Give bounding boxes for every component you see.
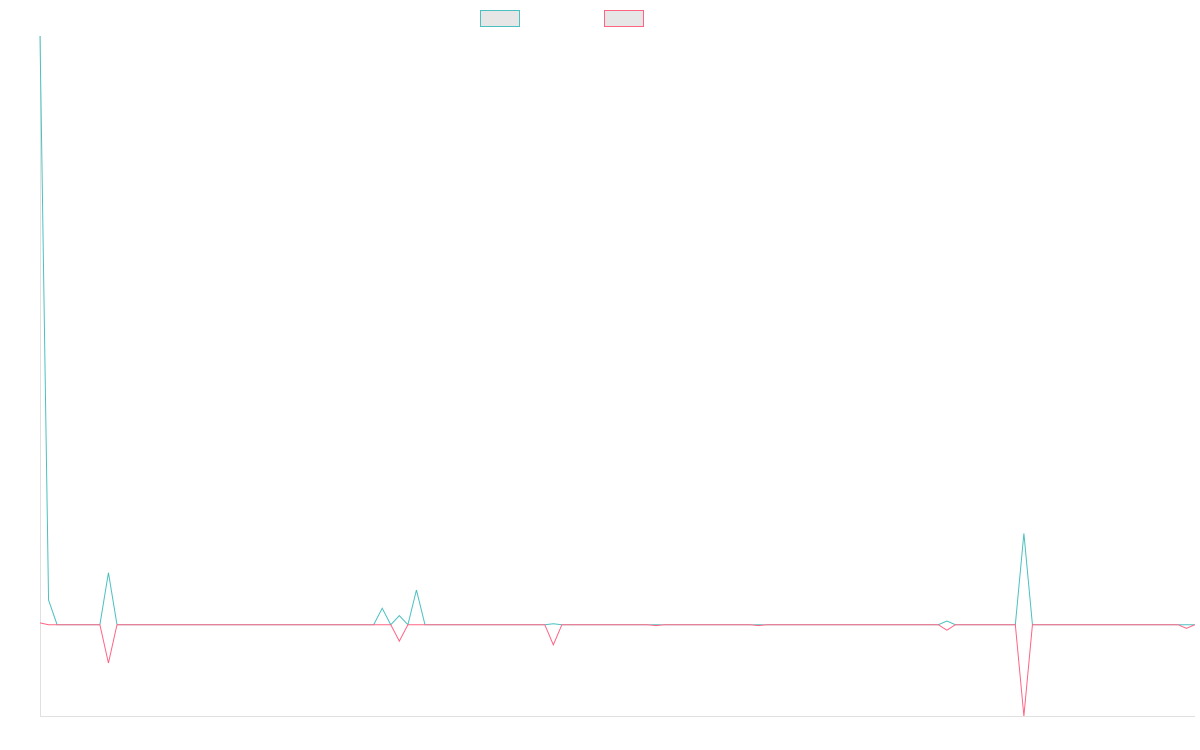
series-layer bbox=[39, 35, 1196, 717]
legend-swatch-series-b bbox=[604, 9, 644, 27]
series-line-a bbox=[39, 35, 1195, 626]
legend-swatch-series-a bbox=[480, 9, 520, 27]
legend-item-series-a[interactable] bbox=[480, 9, 526, 27]
series-line-b bbox=[39, 622, 1196, 717]
axes bbox=[40, 36, 1195, 717]
legend-item-series-b[interactable] bbox=[604, 9, 650, 27]
chart-legend bbox=[0, 9, 1200, 27]
